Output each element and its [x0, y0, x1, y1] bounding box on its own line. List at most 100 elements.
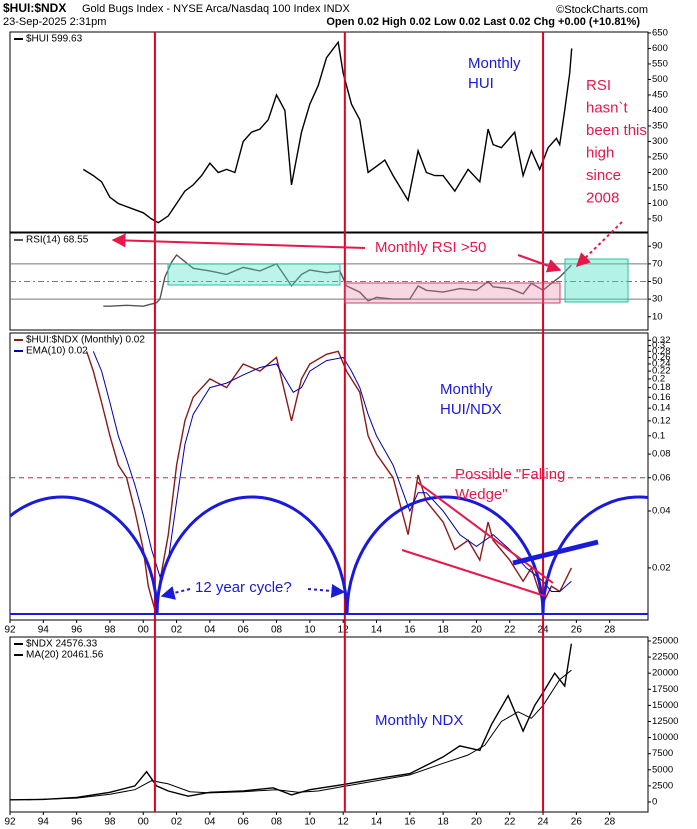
y-tick-label: 5000: [652, 764, 673, 775]
y-tick-label: 30: [652, 294, 663, 305]
y-tick-label: 0.08: [652, 449, 671, 460]
y-tick-label: 0.32: [652, 335, 671, 346]
source: ©StockCharts.com: [556, 4, 648, 16]
y-tick-label: 200: [652, 167, 668, 178]
y-tick-label: 0.04: [652, 506, 671, 517]
legend-label: EMA(10) 0.02: [26, 346, 88, 357]
legend-label: $HUI:$NDX (Monthly) 0.02: [26, 335, 145, 346]
x-tick-label: 14: [371, 625, 383, 636]
series-line: [85, 350, 573, 610]
y-tick-label: 0.14: [652, 403, 671, 414]
x-tick-label: 12: [338, 625, 350, 636]
x-tick-label: 16: [404, 817, 416, 828]
x-tick-label: 04: [204, 817, 216, 828]
annotation: hasn`t: [586, 99, 629, 116]
y-tick-label: 0.22: [652, 366, 671, 377]
x-tick-label: 02: [171, 817, 183, 828]
y-tick-label: 0.12: [652, 415, 671, 426]
x-tick-label: 12: [338, 817, 350, 828]
symbol: $HUI:$NDX: [3, 1, 66, 15]
annotation: high: [586, 144, 614, 161]
y-tick-label: 20000: [652, 668, 678, 679]
rsi-box: [564, 258, 629, 303]
x-tick-label: 18: [438, 625, 450, 636]
x-tick-label: 92: [4, 817, 16, 828]
annotation: Wedge": [455, 486, 508, 503]
quote: Open 0.02 High 0.02 Low 0.02 Last 0.02 C…: [326, 16, 640, 28]
y-tick-label: 450: [652, 89, 668, 100]
x-tick-label: 14: [371, 817, 383, 828]
annotation: 2008: [586, 189, 619, 206]
x-tick-label: 24: [537, 817, 549, 828]
annotation: Monthly: [468, 55, 521, 72]
legend-label: $NDX 24576.33: [26, 639, 98, 650]
x-tick-label: 22: [504, 817, 516, 828]
index-name: Gold Bugs Index - NYSE Arca/Nasdaq 100 I…: [82, 3, 350, 15]
x-tick-label: 10: [304, 817, 316, 828]
x-tick-label: 26: [571, 817, 583, 828]
x-tick-label: 04: [204, 625, 216, 636]
panel-frame: [9, 31, 649, 233]
x-tick-label: 28: [604, 817, 616, 828]
y-tick-label: 0.26: [652, 352, 671, 363]
cycle-arc: [155, 495, 349, 615]
x-tick-label: 20: [471, 625, 483, 636]
x-tick-label: 08: [271, 625, 283, 636]
y-tick-label: 0.24: [652, 358, 671, 369]
x-tick-label: 02: [171, 625, 183, 636]
y-tick-label: 400: [652, 105, 668, 116]
cycle-arc: [10, 495, 159, 615]
annotation: Monthly NDX: [375, 712, 463, 729]
plot-layer: 50100150200250300350400450500550600650$H…: [4, 27, 678, 827]
y-tick-label: 100: [652, 198, 668, 209]
x-tick-label: 26: [571, 625, 583, 636]
y-tick-label: 50: [652, 276, 663, 287]
legend-label: RSI(14) 68.55: [26, 235, 89, 246]
x-tick-label: 96: [71, 625, 83, 636]
series-line: [26, 669, 572, 801]
annotation: Possible "Falling: [455, 466, 565, 483]
overlay: [10, 221, 648, 615]
annotation: 12 year cycle?: [195, 579, 292, 596]
y-tick-label: 650: [652, 27, 668, 38]
x-tick-label: 92: [4, 625, 16, 636]
y-tick-label: 50: [652, 213, 663, 224]
y-tick-label: 90: [652, 241, 663, 252]
arrow: [517, 254, 562, 273]
date: 23-Sep-2025 2:31pm: [3, 16, 106, 28]
series-line: [92, 351, 572, 592]
breakout-line: [512, 539, 599, 566]
arrow: [307, 583, 346, 598]
x-tick-label: 08: [271, 817, 283, 828]
x-tick-label: 16: [404, 625, 416, 636]
series-line: [82, 40, 573, 224]
legend-label: MA(20) 20461.56: [26, 650, 104, 661]
annotation: Monthly RSI >50: [375, 239, 486, 256]
x-tick-label: 00: [138, 625, 150, 636]
y-tick-label: 350: [652, 120, 668, 131]
y-tick-label: 70: [652, 258, 663, 269]
y-tick-label: 0.28: [652, 346, 671, 357]
y-tick-label: 25000: [652, 636, 678, 647]
annotation: RSI: [586, 77, 611, 94]
y-tick-label: 0.02: [652, 562, 671, 573]
y-tick-label: 10000: [652, 732, 678, 743]
rsi-box: [344, 282, 561, 304]
x-tick-label: 96: [71, 817, 83, 828]
arrow: [111, 233, 366, 249]
panel-frame: [9, 332, 649, 621]
x-tick-label: 94: [38, 625, 50, 636]
y-tick-label: 2500: [652, 780, 673, 791]
y-tick-label: 0.2: [652, 373, 665, 384]
y-tick-label: 550: [652, 58, 668, 69]
rsi-box: [167, 263, 341, 286]
annotation: been this: [586, 122, 647, 139]
x-tick-label: 94: [38, 817, 50, 828]
y-tick-label: 17500: [652, 684, 678, 695]
y-tick-label: 7500: [652, 748, 673, 759]
y-tick-label: 0.16: [652, 392, 671, 403]
wedge-line: [416, 481, 554, 584]
x-tick-label: 98: [104, 625, 116, 636]
